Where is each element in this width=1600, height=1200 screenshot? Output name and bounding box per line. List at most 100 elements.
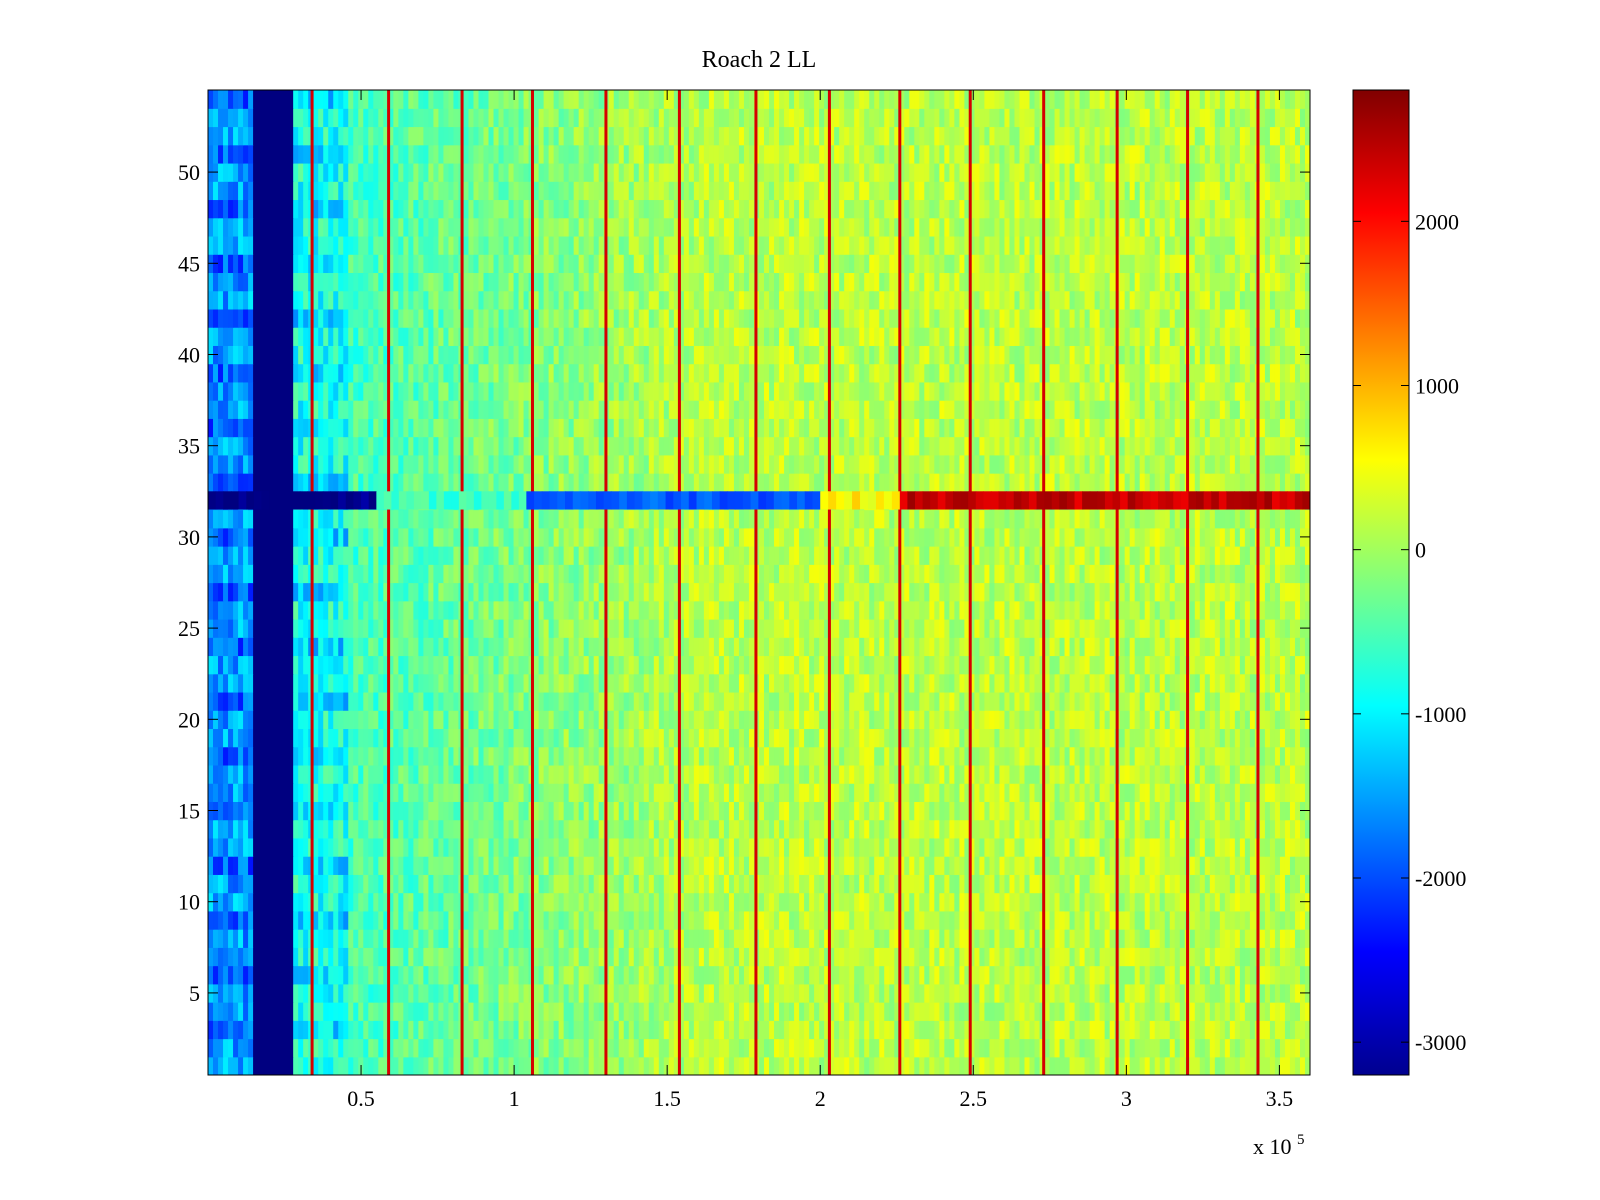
heatmap-cell [598, 1056, 605, 1075]
heatmap-cell [338, 728, 344, 748]
heatmap-cell [623, 746, 630, 766]
heatmap-cell [1084, 856, 1091, 875]
heatmap-cell [568, 965, 575, 985]
heatmap-cell [1189, 1002, 1196, 1021]
heatmap-cell [1299, 819, 1306, 839]
heatmap-cell [643, 947, 650, 967]
heatmap-cell [383, 746, 389, 766]
heatmap-cell [1189, 910, 1196, 930]
heatmap-cell [1199, 1038, 1206, 1058]
heatmap-cell [263, 1002, 269, 1021]
heatmap-cell [258, 673, 264, 693]
heatmap-cell [969, 783, 975, 802]
heatmap-cell [263, 1038, 269, 1058]
heatmap-cell [498, 710, 505, 730]
heatmap-cell [1179, 874, 1186, 894]
heatmap-cell [613, 764, 620, 784]
heatmap-cell [323, 874, 329, 894]
heatmap-cell [443, 801, 450, 821]
heatmap-cell [698, 910, 705, 930]
heatmap-cell [558, 1002, 565, 1021]
heatmap-cell [944, 983, 950, 1003]
heatmap-cell [583, 673, 590, 693]
heatmap-cell [809, 1002, 815, 1021]
heatmap-cell [1104, 837, 1111, 857]
heatmap-cell [313, 710, 319, 730]
heatmap-cell [288, 746, 294, 766]
heatmap-cell [633, 801, 640, 821]
heatmap-cell [318, 728, 324, 748]
heatmap-cell [378, 983, 384, 1003]
heatmap-cell [688, 983, 695, 1003]
heatmap-cell [713, 947, 720, 967]
heatmap-cell [383, 710, 389, 730]
heatmap-cell [593, 819, 600, 839]
heatmap-cell [1234, 1020, 1241, 1040]
heatmap-cell [1154, 691, 1161, 711]
heatmap-cell [804, 819, 810, 839]
heatmap-cell [1159, 673, 1166, 693]
heatmap-cell [383, 965, 389, 985]
heatmap-cell [333, 947, 339, 967]
heatmap-cell [563, 783, 570, 802]
heatmap-cell [1154, 983, 1161, 1003]
heatmap-cell [959, 1002, 965, 1021]
heatmap-cell [218, 801, 224, 821]
heatmap-cell [944, 1038, 950, 1058]
heatmap-cell [388, 1056, 394, 1075]
heatmap-cell [368, 1056, 374, 1075]
heatmap-cell [483, 673, 490, 693]
heatmap-cell [769, 965, 775, 985]
heatmap-cell [263, 983, 269, 1003]
heatmap-cell [693, 691, 700, 711]
heatmap-cell [1144, 856, 1151, 875]
heatmap-cell [358, 764, 364, 784]
heatmap-cell [288, 1020, 294, 1040]
heatmap-cell [643, 856, 650, 875]
heatmap-cell [839, 910, 845, 930]
heatmap-cell [653, 892, 660, 912]
heatmap-cell [238, 837, 244, 857]
heatmap-cell [819, 910, 825, 930]
heatmap-cell [1274, 1020, 1281, 1040]
heatmap-cell [959, 983, 965, 1003]
heatmap-cell [383, 947, 389, 967]
heatmap-cell [824, 1020, 830, 1040]
heatmap-cell [929, 910, 935, 930]
heatmap-cell [869, 837, 875, 857]
heatmap-cell [1269, 1002, 1276, 1021]
heatmap-cell [573, 1038, 580, 1058]
heatmap-cell [1094, 856, 1101, 875]
heatmap-cell [653, 983, 660, 1003]
heatmap-cell [508, 710, 515, 730]
heatmap-cell [1279, 673, 1286, 693]
heatmap-cell [904, 947, 910, 967]
heatmap-cell [723, 801, 730, 821]
heatmap-cell [313, 764, 319, 784]
heatmap-cell [999, 728, 1006, 748]
heatmap-cell [844, 783, 850, 802]
heatmap-cell [358, 947, 364, 967]
heatmap-cell [598, 965, 605, 985]
heatmap-cell [1169, 764, 1176, 784]
heatmap-cell [468, 764, 475, 784]
heatmap-cell [438, 929, 445, 948]
heatmap-cell [638, 1056, 645, 1075]
heatmap-cell [764, 783, 770, 802]
heatmap-cell [208, 746, 214, 766]
heatmap-cell [1069, 1056, 1076, 1075]
heatmap-cell [799, 728, 805, 748]
heatmap-cell [924, 819, 930, 839]
heatmap-cell [268, 691, 274, 711]
heatmap-cell [879, 874, 885, 894]
heatmap-cell [303, 691, 309, 711]
heatmap-cell [578, 1002, 585, 1021]
heatmap-cell [829, 783, 835, 802]
heatmap-cell [723, 673, 730, 693]
heatmap-cell [1229, 673, 1236, 693]
heatmap-cell [1134, 856, 1141, 875]
heatmap-cell [869, 983, 875, 1003]
heatmap-cell [999, 983, 1006, 1003]
heatmap-cell [1209, 801, 1216, 821]
heatmap-cell [548, 947, 555, 967]
